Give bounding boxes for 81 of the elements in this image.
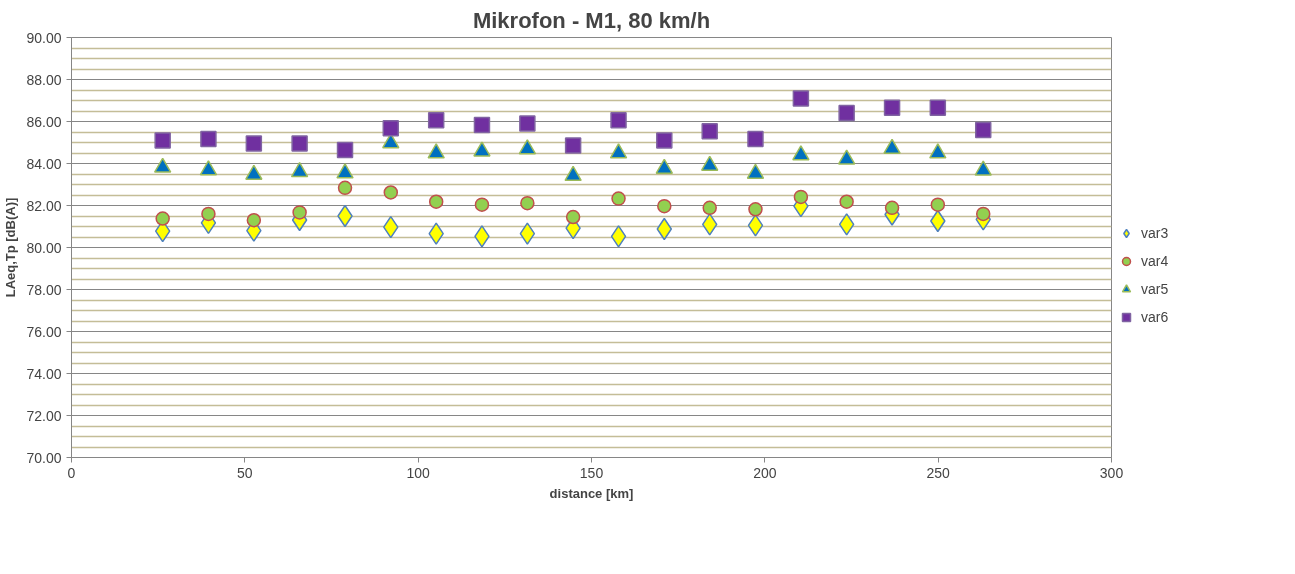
- point: [245, 135, 263, 152]
- x-tick-label: 200: [753, 464, 777, 481]
- point: [657, 198, 672, 214]
- x-tick-label: 50: [237, 464, 253, 481]
- point: [290, 161, 309, 178]
- point: [701, 122, 718, 140]
- point: [519, 222, 536, 245]
- point: [291, 135, 308, 152]
- point: [929, 99, 947, 117]
- point: [837, 149, 856, 165]
- point: [792, 145, 810, 161]
- point: [473, 141, 491, 157]
- x-tick-label: 250: [926, 464, 951, 481]
- point: [611, 191, 626, 206]
- point: [337, 180, 353, 196]
- y-tick-label: 82.00: [26, 197, 62, 214]
- point: [336, 141, 354, 159]
- point: [200, 130, 217, 148]
- point: [564, 165, 582, 182]
- y-tick-label: 72.00: [26, 407, 62, 424]
- y-tick-label: 74.00: [26, 365, 62, 382]
- y-tick-label: 88.00: [26, 71, 62, 88]
- point: [382, 119, 400, 137]
- y-tick-label: 80.00: [26, 239, 62, 256]
- point: [474, 197, 490, 212]
- point: [565, 209, 581, 225]
- point: [974, 160, 992, 176]
- point: [292, 205, 307, 220]
- y-tick-label: 84.00: [26, 155, 62, 172]
- point: [383, 185, 399, 200]
- point: [974, 121, 992, 139]
- x-tick-label: 300: [1099, 464, 1124, 481]
- point: [336, 163, 354, 179]
- point: [519, 115, 536, 132]
- point: [154, 132, 171, 149]
- y-tick-label: 86.00: [26, 113, 62, 130]
- point: [609, 143, 628, 159]
- legend-label: var6: [1141, 309, 1170, 325]
- point: [427, 111, 445, 129]
- point: [930, 197, 946, 212]
- y-tick-label: 76.00: [26, 323, 62, 340]
- point: [201, 206, 216, 222]
- point: [473, 116, 491, 134]
- point: [793, 189, 809, 205]
- legend-label: var5: [1141, 281, 1170, 297]
- point: [518, 139, 537, 155]
- y-tick-label: 70.00: [26, 449, 62, 466]
- point: [520, 195, 535, 211]
- x-axis-title: distance [km]: [549, 485, 634, 501]
- point: [975, 206, 991, 222]
- point: [792, 90, 810, 107]
- legend-label: var3: [1141, 225, 1170, 241]
- x-tick-label: 0: [67, 464, 76, 481]
- point: [884, 200, 900, 216]
- point: [564, 137, 582, 154]
- point: [656, 217, 673, 241]
- point: [155, 211, 170, 226]
- y-tick-label: 90.00: [26, 29, 62, 46]
- y-tick-label: 78.00: [26, 281, 62, 298]
- point: [747, 214, 764, 237]
- point: [246, 212, 262, 228]
- chart-title: Mikrofon - M1, 80 km/h: [472, 7, 711, 33]
- point: [427, 143, 445, 159]
- point: [929, 143, 947, 159]
- point: [610, 225, 627, 248]
- point: [656, 132, 673, 149]
- point: [199, 160, 218, 176]
- x-tick-label: 150: [579, 464, 604, 481]
- legend-label: var4: [1141, 253, 1170, 269]
- point: [701, 213, 718, 236]
- point: [748, 202, 763, 217]
- x-tick-label: 100: [406, 464, 431, 481]
- point: [702, 200, 717, 216]
- point: [747, 130, 764, 148]
- point: [428, 194, 444, 209]
- point: [883, 99, 901, 117]
- point: [838, 104, 855, 122]
- point: [610, 111, 627, 129]
- point: [838, 213, 855, 236]
- point: [839, 194, 854, 209]
- y-axis-title: LAeq,Tp [dB(A)]: [3, 197, 19, 298]
